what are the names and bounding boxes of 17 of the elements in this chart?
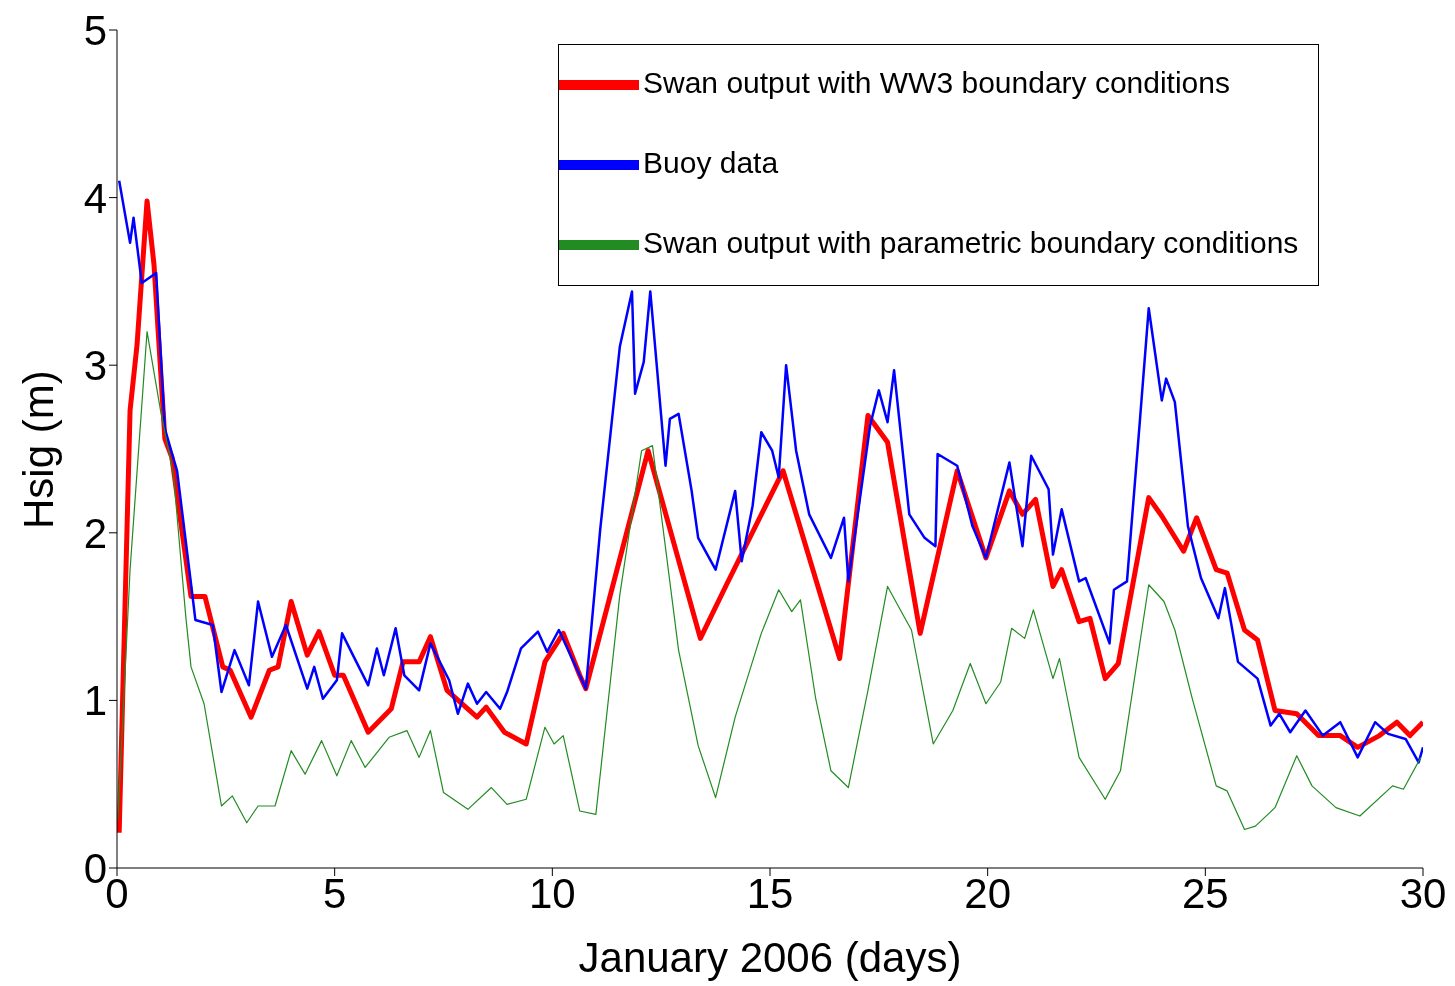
y-tick-label: 2	[83, 509, 107, 557]
x-axis-title: January 2006 (days)	[578, 934, 962, 981]
x-tick-label: 10	[528, 869, 576, 917]
legend-label: Swan output with parametric boundary conditions	[643, 225, 1299, 259]
x-tick-label: 5	[322, 869, 347, 917]
legend-label: Buoy data	[643, 145, 779, 179]
y-tick-label: 1	[83, 677, 107, 725]
x-tick-label: 25	[1181, 869, 1229, 917]
x-tick-label: 20	[964, 869, 1012, 917]
line-series	[117, 331, 1422, 831]
y-axis-title: Hsig (m)	[14, 370, 62, 529]
x-tick-label: 30	[1399, 869, 1447, 917]
y-tick-label: 4	[83, 174, 107, 222]
y-tick-label: 5	[83, 6, 107, 54]
x-tick-label: 15	[746, 869, 794, 917]
legend-label: Swan output with WW3 boundary conditions	[643, 65, 1230, 99]
y-tick-label: 3	[83, 342, 107, 390]
